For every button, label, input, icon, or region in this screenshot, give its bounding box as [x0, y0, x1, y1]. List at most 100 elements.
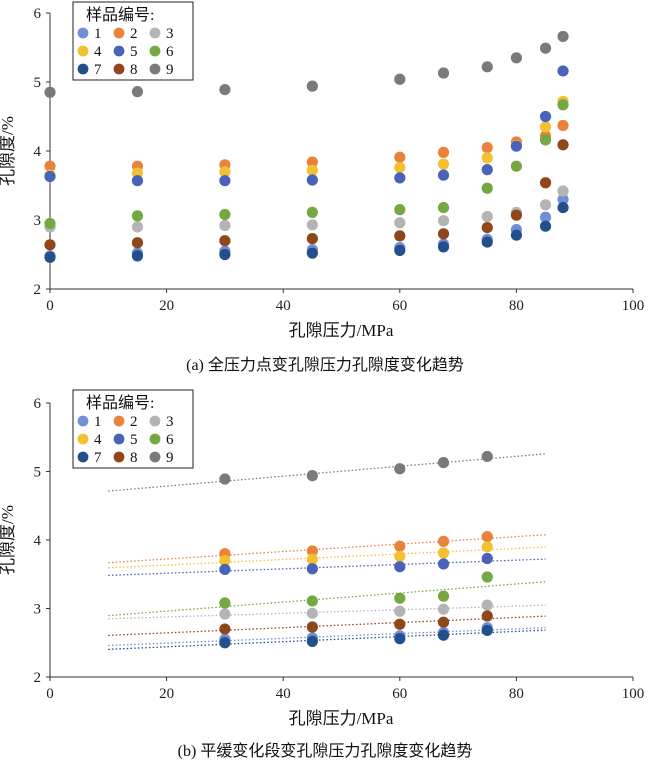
point-series-9	[437, 456, 450, 469]
point-series-7	[481, 624, 493, 637]
point-series-3	[481, 210, 493, 223]
point-series-6	[44, 217, 56, 230]
legend-marker-1	[77, 415, 89, 427]
point-series-6	[481, 182, 493, 194]
legend-label-7: 7	[94, 62, 102, 78]
trendline-5	[108, 558, 546, 577]
y-axis-label: 孔隙度/%	[0, 505, 17, 575]
point-series-8	[557, 139, 569, 151]
point-series-9	[219, 473, 231, 485]
legend-marker-2	[113, 27, 125, 39]
legend-marker-9	[149, 63, 161, 75]
x-axis-label: 孔隙压力/MPa	[289, 709, 394, 728]
point-series-5	[131, 175, 144, 187]
point-series-6	[306, 595, 318, 607]
point-series-9	[394, 73, 406, 85]
trendline-8	[108, 615, 546, 637]
point-series-4	[306, 553, 318, 565]
legend-box	[72, 389, 194, 469]
point-series-7	[306, 635, 318, 647]
y-tick-labels: 2 3 4 5 6	[34, 396, 50, 686]
point-series-4	[306, 164, 318, 176]
legend-label-1: 1	[94, 414, 102, 430]
legend-label-2: 2	[130, 26, 138, 42]
point-series-3	[394, 217, 406, 229]
legend-marker-9	[149, 451, 161, 463]
legend-marker-4	[77, 45, 89, 57]
point-series-9	[394, 463, 406, 475]
y-tick-label: 2	[34, 282, 42, 298]
trendline-7	[108, 629, 546, 651]
point-series-6	[219, 597, 231, 609]
point-series-9	[44, 86, 56, 98]
trendline-1	[108, 627, 546, 647]
point-series-5	[306, 563, 318, 575]
point-series-7	[437, 629, 450, 641]
point-series-4	[219, 166, 231, 178]
point-series-2	[394, 151, 406, 163]
point-series-1	[539, 211, 552, 223]
legend-label-4: 4	[94, 432, 102, 448]
y-tick-label: 6	[34, 396, 42, 412]
point-series-6	[394, 592, 406, 604]
point-series-2	[306, 156, 318, 168]
x-tick-label: 0	[46, 298, 54, 314]
point-series-6	[539, 134, 552, 146]
point-series-6	[394, 204, 406, 216]
point-series-6	[557, 99, 569, 111]
point-series-9	[539, 42, 552, 54]
legend-marker-7	[77, 451, 89, 463]
point-series-1	[557, 193, 569, 205]
legend-marker-3	[149, 415, 161, 427]
legend-marker-5	[113, 45, 125, 57]
point-series-8	[131, 237, 144, 249]
legend-marker-4	[77, 433, 89, 445]
point-series-7	[219, 637, 231, 649]
point-series-3	[481, 599, 493, 611]
point-series-8	[219, 235, 231, 247]
point-series-5	[510, 140, 522, 152]
legend-label-7: 7	[94, 450, 102, 466]
point-series-2	[557, 119, 569, 132]
legend-marker-8	[113, 63, 125, 75]
legend-marker-6	[149, 45, 161, 57]
point-series-9	[131, 86, 144, 98]
x-tick-label: 20	[159, 298, 174, 314]
point-series-7	[44, 251, 56, 263]
point-series-6	[219, 208, 231, 221]
data-points	[44, 30, 569, 263]
legend-label-2: 2	[130, 414, 138, 430]
x-tick-label: 20	[159, 686, 174, 702]
point-series-2	[481, 141, 493, 154]
chart-b: 0 20 40 60 80 100 2 3 4 5 6 样品编号: 1 2 3 4 5 6 7 8 9 孔隙压力/…	[0, 389, 644, 760]
point-series-9	[557, 30, 569, 43]
point-series-7	[394, 633, 406, 645]
point-series-5	[44, 170, 56, 183]
point-series-3	[219, 608, 231, 620]
point-series-3	[219, 219, 231, 232]
x-tick-labels: 0 20 40 60 80 100	[46, 289, 644, 314]
point-series-3	[131, 221, 144, 233]
legend-label-5: 5	[130, 432, 138, 448]
point-series-3	[306, 607, 318, 619]
point-series-5	[557, 65, 569, 77]
point-series-8	[481, 221, 493, 234]
legend-label-6: 6	[166, 44, 174, 60]
y-tick-label: 5	[34, 465, 42, 481]
caption-b: (b) 平缓变化段变孔隙压力孔隙度变化趋势	[178, 742, 473, 760]
y-tick-label: 4	[34, 144, 42, 160]
x-axis-label: 孔隙压力/MPa	[289, 321, 394, 340]
legend-label-5: 5	[130, 44, 138, 60]
legend-marker-5	[113, 433, 125, 445]
chart-a: 0 20 40 60 80 100 2 3 4 5 6 样品编号: 1 2 3 4 5 6 7 8 9 孔隙压力/…	[0, 1, 644, 374]
point-series-6	[131, 210, 144, 222]
point-series-5	[394, 561, 406, 573]
point-series-9	[510, 52, 522, 64]
legend-label-3: 3	[166, 414, 174, 430]
x-tick-label: 40	[276, 686, 291, 702]
point-series-9	[306, 470, 318, 482]
point-series-3	[557, 185, 569, 197]
trendline-9	[108, 453, 546, 492]
point-series-4	[437, 158, 450, 170]
